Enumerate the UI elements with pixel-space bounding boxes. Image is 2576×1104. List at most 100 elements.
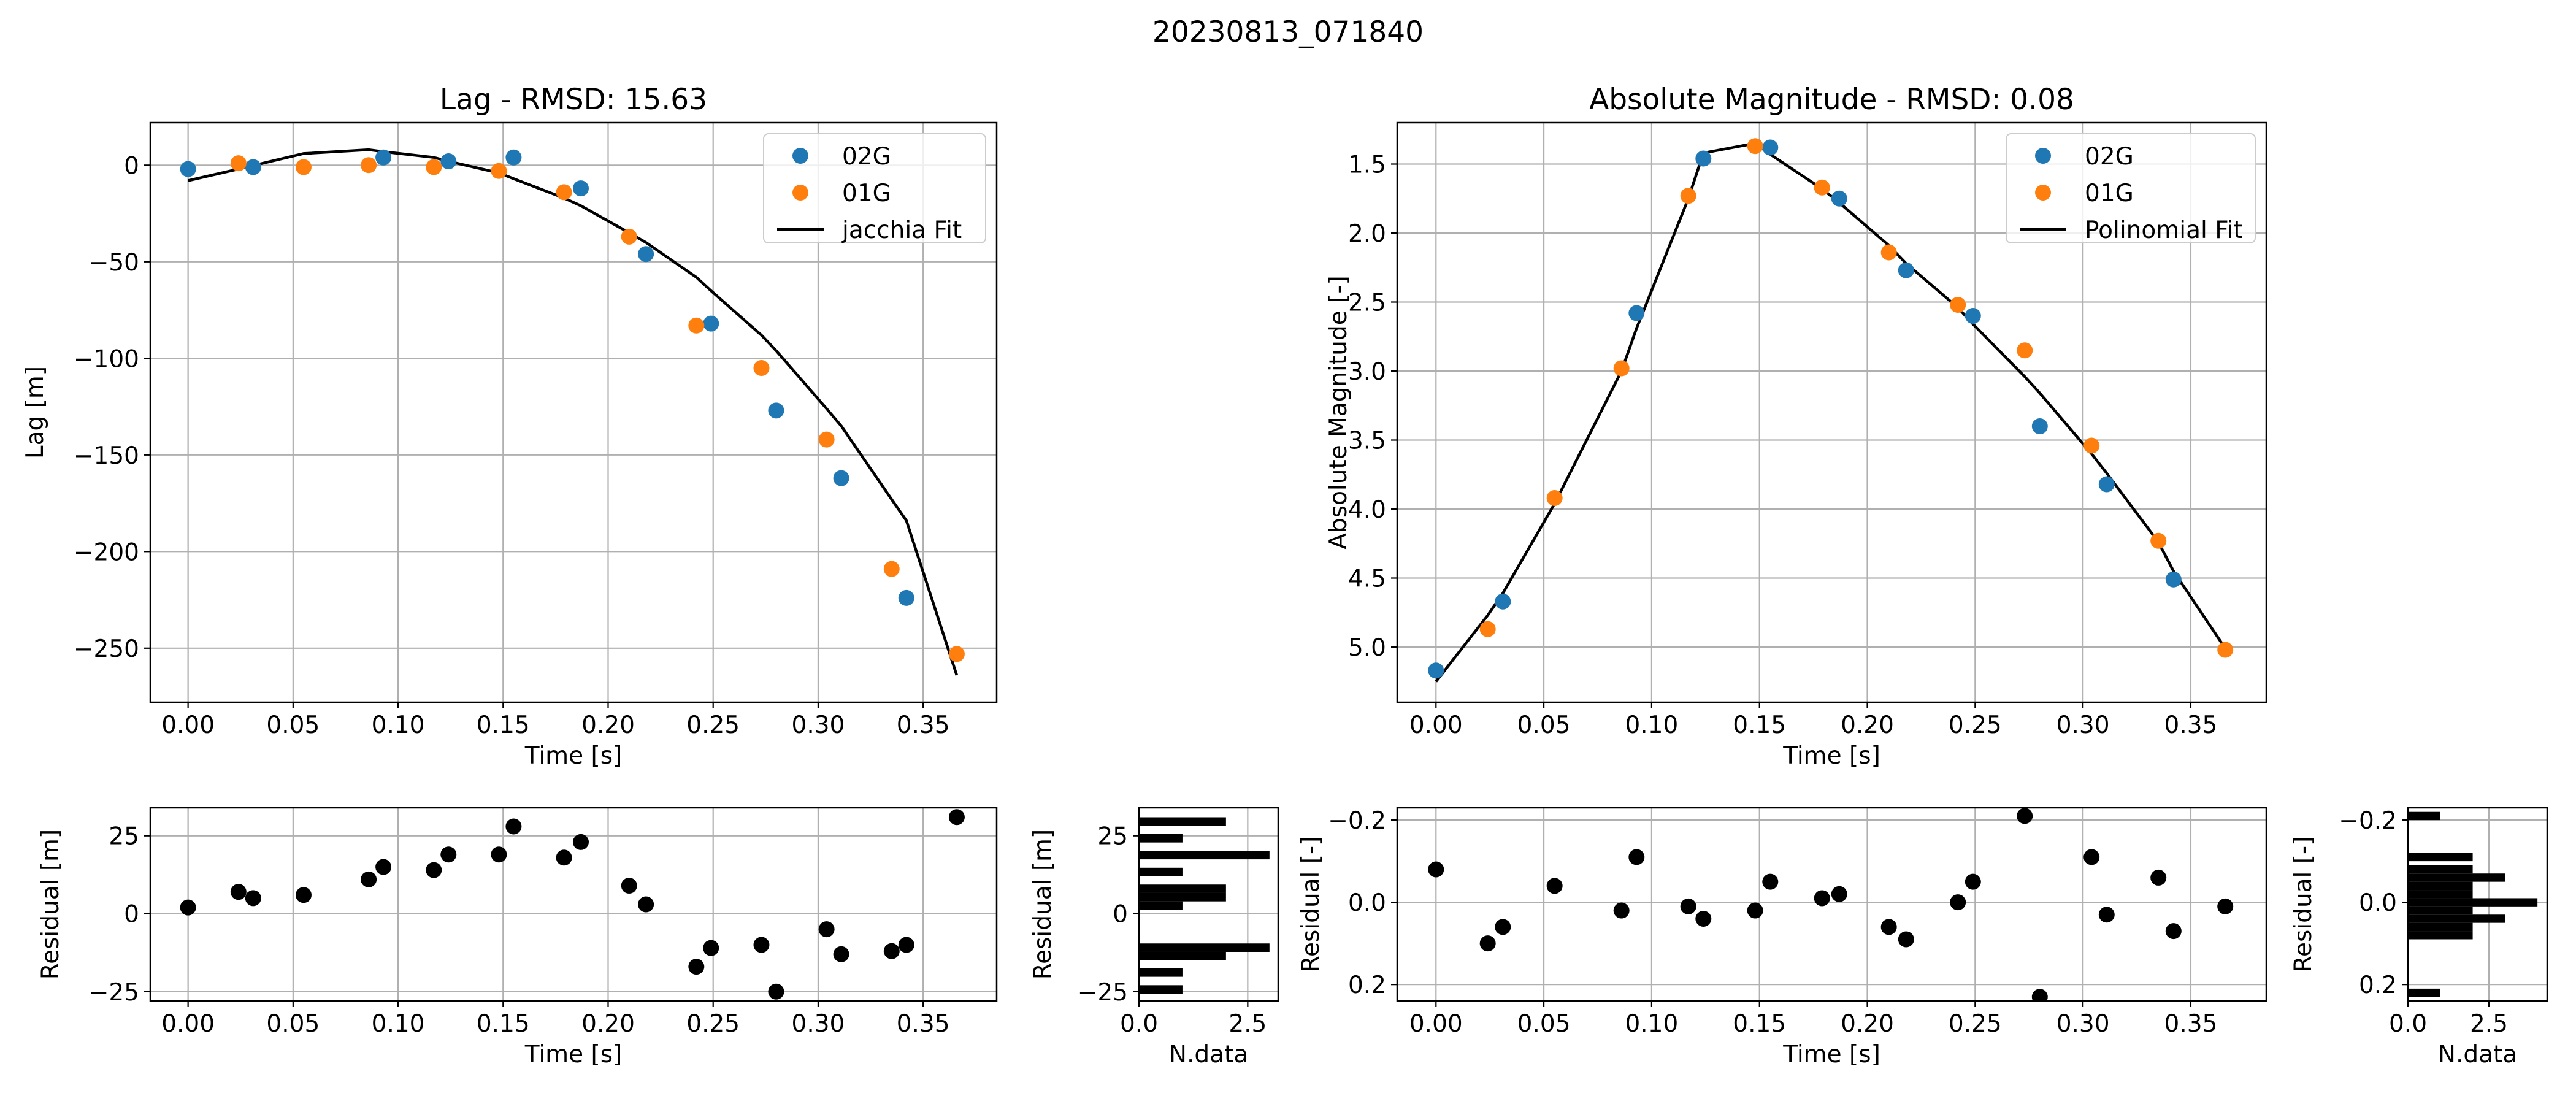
- x-tick-label: 0.00: [161, 1010, 215, 1038]
- histogram-bar: [1139, 817, 1226, 826]
- y-tick-label: −0.2: [1328, 807, 1386, 835]
- data-point-01g: [295, 159, 312, 175]
- magnitude-panel: 0.00 0.05 0.10 0.15 0.20 0.25 0.30 0.35 1.5 2.0 2.…: [1325, 83, 2267, 770]
- lag-residual-panel: 0.00 0.05 0.10 0.15 0.20 0.25 0.30 0.35 25 0 −25 Ti…: [37, 807, 998, 1068]
- y-tick-label: 0.0: [2359, 889, 2397, 917]
- magnitude-residual-axes-frame: [1396, 807, 2267, 1002]
- data-point-01g: [621, 228, 637, 245]
- histogram-bar: [2408, 811, 2440, 821]
- lag-residual-hist-panel: 0.0 2.5 25 0 −25 N.data Residual [m]: [1029, 807, 1279, 1068]
- y-axis-label: Residual [m]: [37, 829, 64, 980]
- y-tick-label: 0: [124, 901, 139, 929]
- lag-residual-plot-area: [180, 809, 965, 1000]
- histogram-bar: [2408, 881, 2473, 891]
- legend-label: 02G: [2085, 143, 2134, 171]
- magnitude-plot-area: [1428, 138, 2234, 683]
- residual-point: [1695, 910, 1712, 927]
- legend-box: [763, 133, 986, 243]
- x-tick-label: 0.05: [266, 1010, 320, 1038]
- x-axis-label: Time [s]: [1782, 742, 1880, 770]
- legend-label: 01G: [2085, 180, 2134, 207]
- histogram-bar: [1139, 951, 1226, 960]
- data-point-02g: [898, 589, 914, 606]
- residual-point: [688, 959, 705, 975]
- data-point-02g: [1965, 308, 1981, 324]
- y-axis-label: Residual [-]: [1297, 837, 1325, 973]
- x-tick-label: 0.35: [897, 711, 950, 739]
- data-point-01g: [556, 184, 572, 201]
- histogram-bar: [1139, 851, 1270, 860]
- data-point-02g: [2098, 476, 2115, 493]
- chart-title: Lag - RMSD: 15.63: [440, 83, 707, 117]
- histogram-bar: [1139, 867, 1183, 876]
- residual-point: [1965, 873, 1981, 890]
- lag-residual-hist-axes-frame: [1138, 807, 1279, 1002]
- residual-point: [230, 884, 247, 900]
- residual-point: [1814, 890, 1830, 907]
- x-tick-label: 0.10: [372, 711, 425, 739]
- data-point-01g: [491, 163, 507, 179]
- x-tick-label: 0.25: [686, 1010, 740, 1038]
- data-point-02g: [572, 180, 589, 197]
- residual-point: [295, 887, 312, 903]
- data-point-02g: [440, 153, 457, 169]
- magnitude-residual-grid: [1397, 808, 2266, 1001]
- magnitude-residual-hist-axes-frame: [2407, 807, 2548, 1002]
- x-tick-label: 0.25: [686, 711, 740, 739]
- x-tick-label: 0.30: [2057, 1010, 2110, 1038]
- x-axis-label: N.data: [1169, 1041, 1248, 1068]
- data-point-02g: [1898, 262, 1914, 278]
- x-tick-label: 0.0: [2389, 1010, 2427, 1038]
- residual-point: [1428, 861, 1444, 878]
- residual-point: [1613, 902, 1630, 919]
- x-axis-label: Time [s]: [524, 1041, 623, 1068]
- residual-point: [2165, 923, 2182, 940]
- y-tick-label: 3.5: [1348, 427, 1386, 455]
- data-point-01g: [2217, 642, 2234, 658]
- residual-point: [426, 862, 442, 878]
- y-tick-label: 0.2: [2359, 972, 2397, 999]
- data-point-01g: [1950, 297, 1966, 313]
- lag-plot-area: [180, 148, 965, 676]
- histogram-bar: [1139, 943, 1270, 952]
- y-tick-label: 0: [1113, 901, 1128, 929]
- y-tick-label: 25: [1097, 823, 1128, 851]
- histogram-bar: [2408, 873, 2505, 882]
- y-tick-label: 3.0: [1348, 358, 1386, 386]
- legend-label: 02G: [842, 143, 891, 171]
- data-point-01g: [1613, 360, 1630, 377]
- data-point-01g: [2017, 342, 2033, 359]
- residual-point: [621, 878, 637, 894]
- data-point-01g: [2083, 437, 2100, 454]
- data-point-01g: [1814, 179, 1830, 196]
- histogram-bar: [2408, 988, 2440, 997]
- x-tick-label: 0.15: [1733, 1010, 1786, 1038]
- data-point-02g: [768, 402, 784, 419]
- y-tick-label: 0.2: [1348, 972, 1386, 999]
- data-point-01g: [688, 317, 705, 334]
- histogram-bar: [2408, 898, 2538, 907]
- residual-point: [2217, 898, 2234, 914]
- residual-point: [753, 937, 770, 953]
- legend-label: 01G: [842, 180, 891, 207]
- data-point-01g: [426, 159, 442, 175]
- y-axis-label: Residual [-]: [2290, 837, 2317, 973]
- x-tick-label: 0.35: [897, 1010, 950, 1038]
- residual-point: [361, 871, 377, 887]
- data-point-02g: [505, 149, 522, 166]
- histogram-bar: [2408, 914, 2505, 923]
- x-tick-label: 0.05: [1517, 711, 1571, 739]
- y-tick-label: −200: [74, 539, 139, 566]
- x-tick-label: 0.35: [2164, 1010, 2218, 1038]
- legend-label: Polinomial Fit: [2085, 217, 2243, 244]
- data-point-01g: [1880, 244, 1897, 261]
- data-point-02g: [1495, 593, 1511, 610]
- x-tick-label: 0.05: [1517, 1010, 1571, 1038]
- y-tick-label: 25: [109, 823, 139, 851]
- x-tick-label: 0.10: [1625, 1010, 1678, 1038]
- x-tick-label: 0.15: [1733, 711, 1786, 739]
- x-tick-label: 0.30: [792, 1010, 845, 1038]
- data-point-02g: [245, 159, 261, 175]
- lag-residual-grid: [150, 808, 997, 1001]
